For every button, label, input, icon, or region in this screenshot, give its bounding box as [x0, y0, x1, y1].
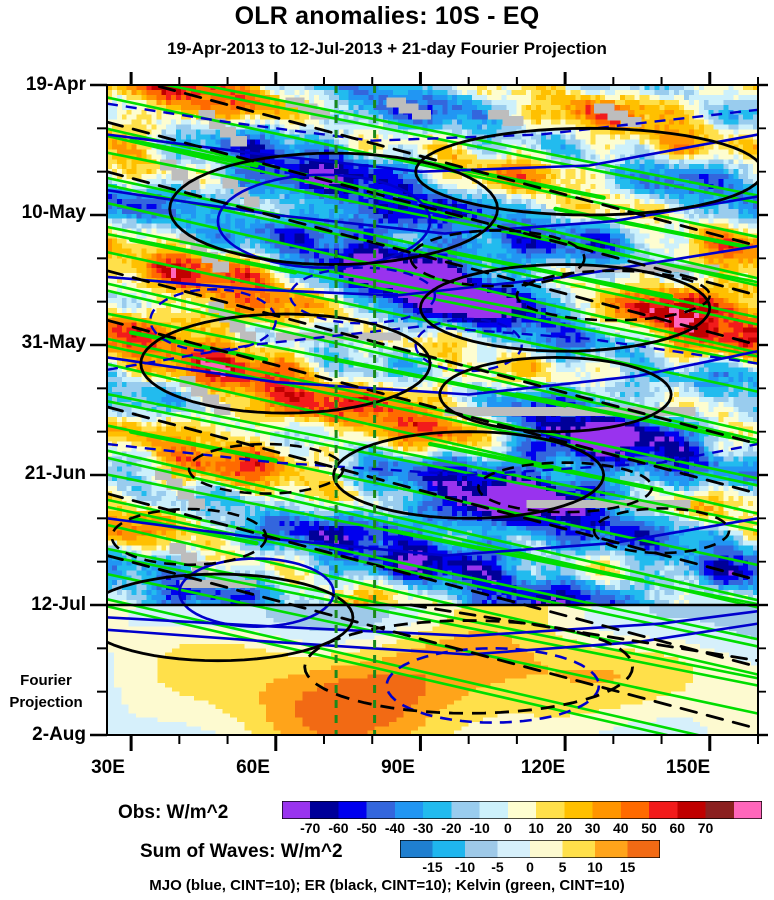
- er-contours: [107, 85, 758, 731]
- colorbar-tick-label: -40: [384, 820, 406, 836]
- colorbar-swatch: [592, 801, 622, 819]
- colorbar-tick-label: -20: [441, 820, 462, 836]
- colorbar-swatch: [310, 801, 339, 819]
- mjo-contours: [107, 102, 758, 724]
- y-tick-label-0: 19-Apr: [25, 74, 86, 95]
- colorbar-swatch: [705, 801, 735, 819]
- axis-frame: [106, 84, 759, 736]
- axis-ticks: [90, 72, 768, 751]
- colorbar-swatch: [564, 801, 594, 819]
- colorbar-tick-label: -5: [491, 859, 504, 875]
- colorbar-swatch: [366, 801, 396, 819]
- colorbar-swatch: [677, 801, 707, 819]
- x-tick-label-3: 120E: [520, 757, 566, 778]
- colorbar-swatch: [733, 801, 762, 819]
- colorbar-swatch: [507, 801, 537, 819]
- colorbar-swatch: [649, 801, 678, 819]
- obs-colorbar-label: Obs: W/m^2: [118, 802, 229, 823]
- colorbar-tick-label: 15: [619, 859, 636, 875]
- colorbar-swatch: [432, 840, 466, 858]
- forecast-shading-layer: [107, 605, 758, 735]
- colorbar-swatch: [497, 840, 531, 858]
- colorbar-swatch: [282, 801, 311, 819]
- colorbar-tick-label: -15: [422, 859, 443, 875]
- colorbar-tick-label: 60: [669, 820, 686, 836]
- colorbar-swatch: [479, 801, 509, 819]
- colorbar-tick-label: 10: [587, 859, 603, 875]
- colorbar-swatch: [400, 840, 433, 858]
- y-tick-label-4: 12-Jul: [31, 594, 86, 615]
- y-tick-label-2: 31-May: [21, 332, 86, 353]
- sum-of-waves-colorbar-label: Sum of Waves: W/m^2: [140, 841, 343, 862]
- colorbar-tick-label: 0: [526, 859, 534, 875]
- y-tick-label-1: 10-May: [21, 202, 86, 223]
- obs-colorbar: [282, 801, 762, 819]
- colorbar-swatch: [620, 801, 650, 819]
- colorbar-tick-label: 5: [558, 859, 567, 875]
- colorbar-tick-label: 0: [503, 820, 512, 836]
- sum-of-waves-colorbar: [400, 840, 660, 858]
- colorbar-swatch: [423, 801, 452, 819]
- colorbar-swatch: [530, 840, 563, 858]
- colorbar-tick-label: -10: [454, 859, 476, 875]
- fourier-projection-note-line2: Projection: [9, 694, 83, 711]
- x-tick-label-1: 60E: [236, 757, 270, 778]
- hovmoller-plot: [90, 72, 768, 751]
- subtitle: 19-Apr-2013 to 12-Jul-2013 + 21-day Four…: [167, 39, 607, 58]
- colorbar-swatch: [465, 840, 498, 858]
- contour-legend-caption: MJO (blue, CINT=10); ER (black, CINT=10)…: [149, 877, 625, 894]
- fourier-projection-note-line1: Fourier: [20, 672, 72, 689]
- colorbar-tick-label: -70: [300, 820, 321, 836]
- colorbar-tick-label: 10: [528, 820, 544, 836]
- x-tick-label-4: 150E: [665, 757, 711, 778]
- colorbar-tick-label: 50: [641, 820, 657, 836]
- colorbar-tick-label: -50: [356, 820, 377, 836]
- page-title: OLR anomalies: 10S - EQ: [234, 2, 540, 30]
- y-tick-label-3: 21-Jun: [24, 463, 86, 484]
- colorbar-swatch: [562, 840, 596, 858]
- colorbar-tick-label: 20: [556, 820, 573, 836]
- x-tick-label-0: 30E: [91, 757, 125, 778]
- colorbar-tick-label: -10: [469, 820, 490, 836]
- colorbar-tick-label: -60: [328, 820, 349, 836]
- colorbar-swatch: [536, 801, 565, 819]
- reference-lines: [107, 85, 758, 735]
- colorbar-swatch: [595, 840, 628, 858]
- colorbar-swatch: [451, 801, 481, 819]
- colorbar-swatch: [627, 840, 660, 858]
- colorbar-tick-label: 70: [697, 820, 714, 836]
- colorbar-tick-label: 30: [584, 820, 601, 836]
- y-tick-label-5: 2-Aug: [32, 724, 86, 745]
- colorbar-tick-label: 40: [613, 820, 629, 836]
- colorbar-swatch: [394, 801, 424, 819]
- colorbar-swatch: [338, 801, 368, 819]
- colorbar-tick-label: -30: [413, 820, 434, 836]
- x-tick-label-2: 90E: [381, 757, 415, 778]
